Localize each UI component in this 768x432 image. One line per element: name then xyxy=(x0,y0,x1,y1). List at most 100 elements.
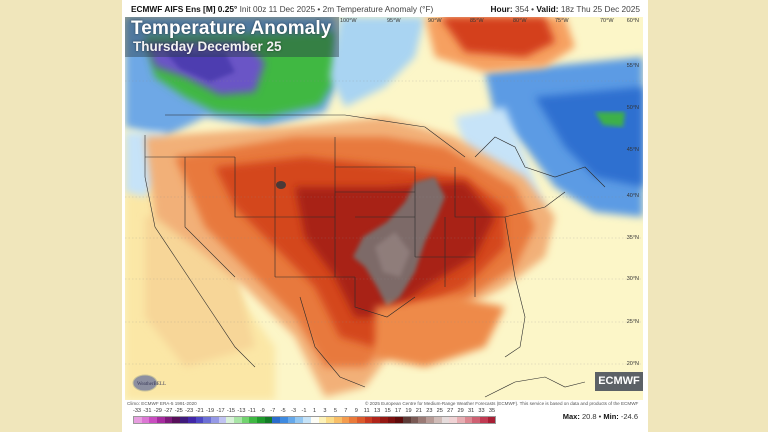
legend-tick: 31 xyxy=(467,408,475,414)
legend-tick: -3 xyxy=(291,408,297,414)
legend-tick: 29 xyxy=(457,408,464,414)
legend-tick: -7 xyxy=(270,408,276,414)
legend-colorbar xyxy=(133,416,496,424)
colorbar-swatch xyxy=(487,417,496,423)
valid-info: Hour: 354 • Valid: 18z Thu 25 Dec 2025 xyxy=(491,4,640,14)
colorbar-swatch xyxy=(272,417,281,423)
colorbar-swatch xyxy=(333,417,342,423)
lat-label: 40°N xyxy=(626,193,639,199)
legend-tick: -9 xyxy=(259,408,265,414)
colorbar-swatch xyxy=(426,417,434,423)
colorbar-swatch xyxy=(249,417,257,423)
init-time: Init 00z 11 Dec 2025 xyxy=(239,4,316,14)
legend-tick: 1 xyxy=(312,408,317,414)
legend-tick: 13 xyxy=(374,408,381,414)
legend-tick: 27 xyxy=(447,408,454,414)
title-overlay: Temperature Anomaly Thursday December 25 xyxy=(125,17,339,57)
min-label: Min: xyxy=(603,412,619,421)
colorbar-swatch xyxy=(203,417,211,423)
colorbar-swatch xyxy=(218,417,227,423)
lon-label: 100°W xyxy=(340,18,357,24)
lon-label: 70°W xyxy=(600,18,614,24)
anomaly-map: 100°W 95°W 90°W 85°W 80°W 75°W 70°W 60°N… xyxy=(125,17,643,400)
header-bar: ECMWF AIFS Ens [M] 0.25° Init 00z 11 Dec… xyxy=(122,3,648,16)
lon-label: 85°W xyxy=(470,18,484,24)
lat-label: 25°N xyxy=(626,319,639,325)
legend-tick: 25 xyxy=(436,408,443,414)
lon-label: 75°W xyxy=(555,18,569,24)
lon-label: 80°W xyxy=(513,18,527,24)
legend-tick: 23 xyxy=(426,408,433,414)
legend-tick: -15 xyxy=(226,408,236,414)
colorbar-swatch xyxy=(149,417,158,423)
lon-label: 95°W xyxy=(387,18,401,24)
colorbar-swatch xyxy=(241,417,250,423)
colorbar-swatch xyxy=(172,417,181,423)
max-label: Max: xyxy=(562,412,580,421)
watermark-text: WeatherBELL xyxy=(137,382,166,387)
lon-label: 90°W xyxy=(428,18,442,24)
legend-tick: -13 xyxy=(237,408,246,414)
min-value: -24.6 xyxy=(620,412,638,421)
colorbar-swatch xyxy=(433,417,442,423)
legend-tick: -31 xyxy=(143,408,152,414)
colorbar-swatch xyxy=(418,417,427,423)
max-value: 20.8 xyxy=(581,412,597,421)
ecmwf-logo: ECMWF xyxy=(595,372,643,391)
map-graphic xyxy=(125,17,643,400)
product-name: 2m Temperature Anomaly (°F) xyxy=(322,4,434,14)
lat-label: 35°N xyxy=(626,235,639,241)
lat-label: 55°N xyxy=(626,63,639,69)
weatherbell-logo: WeatherBELL xyxy=(132,373,182,393)
colorbar-swatch xyxy=(364,417,373,423)
copyright-credit: © 2025 European Centre for Medium-Range … xyxy=(365,401,639,406)
colorbar-swatch xyxy=(356,417,365,423)
colorbar-swatch xyxy=(349,417,357,423)
legend-tick: -19 xyxy=(206,408,215,414)
legend-tick: 19 xyxy=(405,408,412,414)
colorbar-swatch xyxy=(195,417,204,423)
colorbar-swatch xyxy=(280,417,288,423)
colorbar-swatch xyxy=(141,417,150,423)
legend-tick: 11 xyxy=(363,408,370,414)
legend-tick: 5 xyxy=(333,408,337,414)
colorbar-swatch xyxy=(233,417,242,423)
colorbar-swatch xyxy=(341,417,350,423)
separator: • xyxy=(317,4,321,14)
valid-label: Valid: xyxy=(536,4,559,14)
legend-tick: -29 xyxy=(153,408,162,414)
model-info: ECMWF AIFS Ens [M] 0.25° Init 00z 11 Dec… xyxy=(131,4,433,14)
colorbar-swatch xyxy=(287,417,296,423)
colorbar-swatch xyxy=(472,417,480,423)
colorbar-swatch xyxy=(403,417,411,423)
colorbar-swatch xyxy=(210,417,219,423)
legend-tick: -27 xyxy=(164,408,173,414)
separator: • xyxy=(598,412,602,421)
lat-label: 30°N xyxy=(626,276,639,282)
map-title: Temperature Anomaly xyxy=(131,18,332,39)
colorbar-swatch xyxy=(464,417,473,423)
legend-tick: -5 xyxy=(280,408,286,414)
legend-tick: 33 xyxy=(478,408,485,414)
lat-label: 45°N xyxy=(626,147,639,153)
colorbar-swatch xyxy=(395,417,404,423)
colorbar-swatch xyxy=(264,417,273,423)
legend-tick: -23 xyxy=(185,408,194,414)
lat-label: 50°N xyxy=(626,105,639,111)
colorbar-swatch xyxy=(387,417,396,423)
legend-tick: -33 xyxy=(132,408,142,414)
colorbar-swatch xyxy=(157,417,165,423)
valid-value: 18z Thu 25 Dec 2025 xyxy=(560,4,640,14)
forecast-card: ECMWF AIFS Ens [M] 0.25° Init 00z 11 Dec… xyxy=(122,0,648,432)
legend-tick: 3 xyxy=(323,408,327,414)
max-min-stats: Max: 20.8 • Min: -24.6 xyxy=(563,412,638,421)
lat-label: 60°N xyxy=(626,18,639,24)
colorbar-swatch xyxy=(456,417,465,423)
legend-tick: 21 xyxy=(415,408,423,414)
legend-tick: -1 xyxy=(301,408,307,414)
colorbar-swatch xyxy=(295,417,304,423)
legend-tick: 35 xyxy=(488,408,496,414)
hour-value: 354 xyxy=(514,4,529,14)
colorbar-swatch xyxy=(441,417,450,423)
legend-tick: 7 xyxy=(344,408,348,414)
